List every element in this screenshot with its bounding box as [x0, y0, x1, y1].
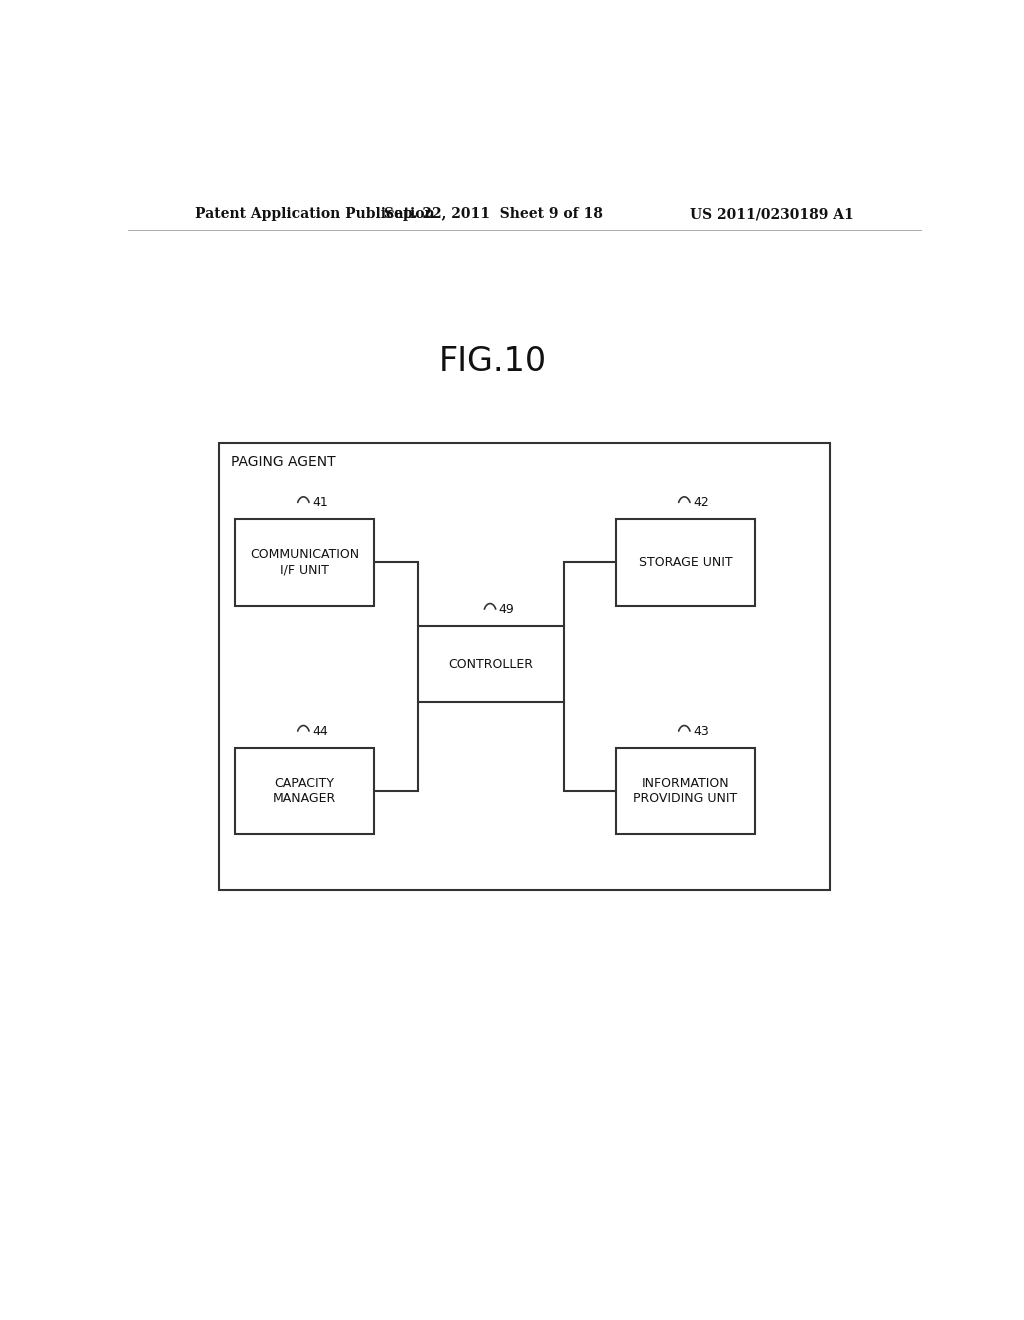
Bar	[236, 748, 374, 834]
Text: Patent Application Publication: Patent Application Publication	[196, 207, 435, 222]
Bar	[219, 444, 830, 890]
Text: 42: 42	[693, 496, 709, 510]
Text: COMMUNICATION
I/F UNIT: COMMUNICATION I/F UNIT	[250, 548, 359, 577]
Bar	[616, 748, 755, 834]
Text: CONTROLLER: CONTROLLER	[449, 657, 534, 671]
Text: 49: 49	[499, 603, 514, 616]
Text: INFORMATION
PROVIDING UNIT: INFORMATION PROVIDING UNIT	[634, 777, 737, 805]
Text: PAGING AGENT: PAGING AGENT	[231, 455, 336, 469]
Text: Sep. 22, 2011  Sheet 9 of 18: Sep. 22, 2011 Sheet 9 of 18	[384, 207, 602, 222]
Bar	[418, 626, 564, 702]
Text: US 2011/0230189 A1: US 2011/0230189 A1	[690, 207, 854, 222]
Bar	[236, 519, 374, 606]
Bar	[616, 519, 755, 606]
Text: CAPACITY
MANAGER: CAPACITY MANAGER	[273, 777, 336, 805]
Text: 43: 43	[693, 725, 709, 738]
Text: 41: 41	[312, 496, 328, 510]
Text: STORAGE UNIT: STORAGE UNIT	[639, 556, 732, 569]
Text: 44: 44	[312, 725, 328, 738]
Text: FIG.10: FIG.10	[439, 346, 547, 379]
